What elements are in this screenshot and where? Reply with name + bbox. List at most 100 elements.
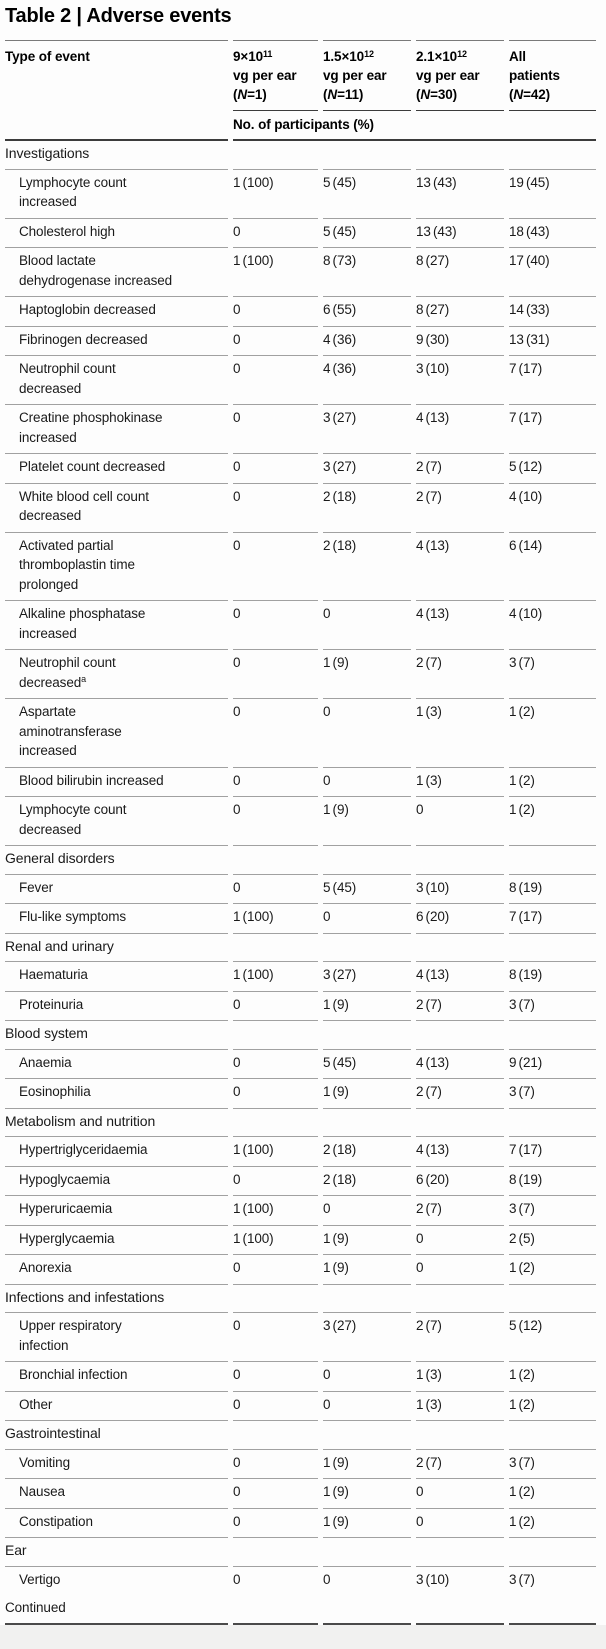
value-cell: 0 xyxy=(233,875,318,904)
value-cell: 4 (36) xyxy=(323,327,411,356)
col-header-dose-mid: 1.5×1012 vg per ear (N=11) xyxy=(323,40,411,111)
event-row: Haptoglobin decreased 0 6 (55) 8 (27) 14… xyxy=(5,297,596,327)
empty-cell xyxy=(233,1021,318,1050)
value-cell: 0 xyxy=(233,405,318,454)
event-row: Activated partial thromboplastin time pr… xyxy=(5,533,596,601)
event-row: Nausea 0 1 (9) 0 1 (2) xyxy=(5,1479,596,1509)
value-cell: 7 (17) xyxy=(509,1137,596,1167)
value-cell: 2 (18) xyxy=(323,533,411,601)
value-cell: 14 (33) xyxy=(509,297,596,327)
value-cell: 0 xyxy=(233,1079,318,1109)
empty-cell xyxy=(233,1421,318,1450)
event-row: Vertigo 0 0 3 (10) 3 (7) xyxy=(5,1567,596,1596)
section-label: Renal and urinary xyxy=(5,934,228,962)
event-row: Anorexia 0 1 (9) 0 1 (2) xyxy=(5,1255,596,1285)
empty-cell xyxy=(323,1421,411,1450)
event-name: Constipation xyxy=(5,1509,228,1538)
value-cell: 5 (45) xyxy=(323,170,411,219)
event-row: Proteinuria 0 1 (9) 2 (7) 3 (7) xyxy=(5,992,596,1021)
event-row: Neutrophil count decreased 0 4 (36) 3 (1… xyxy=(5,356,596,405)
value-cell: 2 (7) xyxy=(416,484,504,533)
col-header-dose-low: 9×1011 vg per ear (N=1) xyxy=(233,40,318,111)
empty-cell xyxy=(323,1538,411,1567)
value-cell: 1 (2) xyxy=(509,1255,596,1285)
value-cell: 1 (100) xyxy=(233,1196,318,1226)
value-cell: 3 (7) xyxy=(509,1450,596,1479)
value-cell: 0 xyxy=(233,1392,318,1421)
value-cell: 0 xyxy=(233,1571,241,1587)
value-cell: 0 xyxy=(233,1509,318,1538)
value-cell: 0 xyxy=(233,601,318,650)
event-row: Creatine phosphokinase increased 0 3 (27… xyxy=(5,405,596,454)
value-cell: 13 (31) xyxy=(509,327,596,356)
event-name: Haptoglobin decreased xyxy=(5,297,228,327)
event-name: Hyperglycaemia xyxy=(5,1226,228,1255)
value-cell: 1 (100) xyxy=(233,248,318,297)
empty-cell xyxy=(509,1021,596,1050)
empty-cell xyxy=(509,1421,596,1450)
value-cell: 0 xyxy=(323,1392,411,1421)
value-cell: 0 xyxy=(233,1479,318,1509)
value-cell: 7 (17) xyxy=(509,405,596,454)
value-cell: 4 (13) xyxy=(416,601,504,650)
value-cell: 1 (2) xyxy=(509,1479,596,1509)
value-cell: 3 (7) xyxy=(509,1571,535,1587)
event-row: Constipation 0 1 (9) 0 1 (2) xyxy=(5,1509,596,1538)
value-cell: 19 (45) xyxy=(509,170,596,219)
value-cell: 0 xyxy=(233,1167,318,1196)
value-cell: 0 xyxy=(416,1226,504,1255)
value-cell: 4 (36) xyxy=(323,356,411,405)
value-cell: 1 (100) xyxy=(233,904,318,934)
event-name: Proteinuria xyxy=(5,992,228,1021)
value-cell: 1 (9) xyxy=(323,1226,411,1255)
event-row: Upper respiratory infection 0 3 (27) 2 (… xyxy=(5,1313,596,1362)
event-row: Flu-like symptoms 1 (100) 0 6 (20) 7 (17… xyxy=(5,904,596,934)
section-row: Investigations xyxy=(5,141,596,170)
value-cell: 0 xyxy=(233,1450,318,1479)
value-cell: 2 (7) xyxy=(416,992,504,1021)
event-name: Neutrophil count decreased xyxy=(5,356,228,405)
value-cell: 3 (27) xyxy=(323,405,411,454)
event-row: Cholesterol high 0 5 (45) 13 (43) 18 (43… xyxy=(5,219,596,248)
empty-cell xyxy=(416,934,504,962)
event-row: Aspartate aminotransferase increased 0 0… xyxy=(5,699,596,768)
value-cell: 1 (2) xyxy=(509,768,596,797)
event-name: Cholesterol high xyxy=(5,219,228,248)
section-row: Infections and infestations xyxy=(5,1285,596,1313)
value-cell: 6 (55) xyxy=(323,297,411,327)
value-cell: 0 xyxy=(233,699,318,768)
empty-cell xyxy=(323,846,411,875)
empty-cell xyxy=(509,1109,596,1137)
value-cell: 0 xyxy=(233,1050,318,1079)
event-row: Haematuria 1 (100) 3 (27) 4 (13) 8 (19) xyxy=(5,962,596,992)
page-title: Table 2 | Adverse events xyxy=(5,5,232,27)
value-cell: 3 (10) xyxy=(416,875,504,904)
empty-cell xyxy=(416,1421,504,1450)
value-cell: 1 (100) xyxy=(233,962,318,992)
subheader-row: No. of participants (%) xyxy=(5,111,596,141)
event-row: Eosinophilia 0 1 (9) 2 (7) 3 (7) xyxy=(5,1079,596,1109)
empty-cell xyxy=(323,1595,411,1625)
value-cell: 3 (27) xyxy=(323,454,411,484)
empty-cell xyxy=(509,846,596,875)
value-cell: 0 xyxy=(323,904,411,934)
event-name: Fever xyxy=(5,875,228,904)
event-name: White blood cell count decreased xyxy=(5,484,228,533)
value-cell: 13 (43) xyxy=(416,170,504,219)
value-cell: 3 (27) xyxy=(323,962,411,992)
event-row: Platelet count decreased 0 3 (27) 2 (7) … xyxy=(5,454,596,484)
event-name: Neutrophil count decreaseda xyxy=(5,650,228,699)
value-cell: 0 xyxy=(323,1362,411,1392)
empty-cell xyxy=(509,141,596,170)
value-cell: 18 (43) xyxy=(509,219,596,248)
value-cell: 2 (7) xyxy=(416,1079,504,1109)
empty-cell xyxy=(323,1285,411,1313)
table-body: Investigations Lymphocyte count increase… xyxy=(5,141,596,1595)
value-cell: 0 xyxy=(233,219,318,248)
value-cell: 1 (9) xyxy=(323,1255,411,1285)
event-name: Bronchial infection xyxy=(5,1362,228,1392)
empty-cell xyxy=(233,934,318,962)
section-row: Blood system xyxy=(5,1021,596,1050)
empty-cell xyxy=(416,1109,504,1137)
empty-cell xyxy=(416,846,504,875)
